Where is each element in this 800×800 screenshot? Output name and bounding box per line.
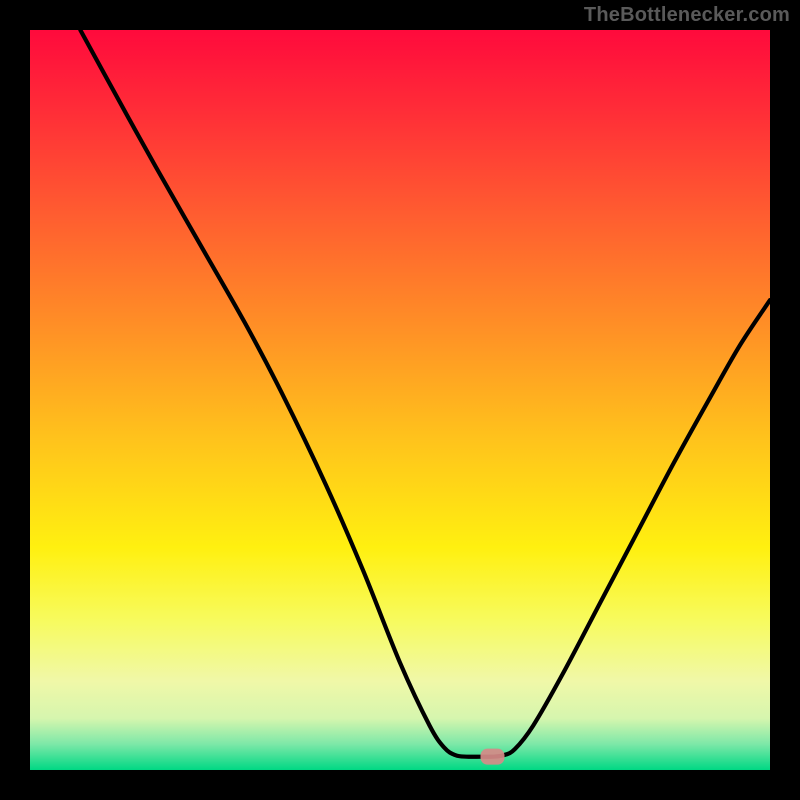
- bottleneck-curve-chart: [0, 0, 800, 800]
- watermark-text: TheBottlenecker.com: [584, 4, 790, 27]
- chart-container: TheBottlenecker.com: [0, 0, 800, 800]
- optimal-point-marker: [481, 749, 505, 765]
